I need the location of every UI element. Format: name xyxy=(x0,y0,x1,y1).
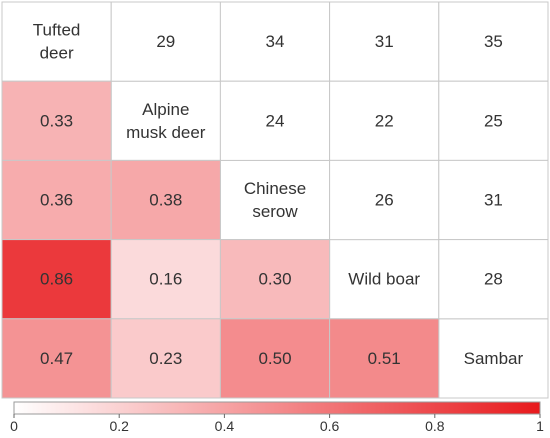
upper-cell-r0c1-label: 29 xyxy=(156,32,175,51)
lower-cell-r2c0-label: 0.36 xyxy=(40,191,73,210)
lower-cell-r2c0-rect xyxy=(1,159,112,241)
lower-cell-r4c2-rect xyxy=(219,318,331,399)
lower-cell-r3c1-rect xyxy=(110,239,221,320)
colorbar-tick-label: 0.2 xyxy=(109,418,129,434)
lower-cell-r3c1: 0.16 xyxy=(110,239,221,320)
upper-cell-r0c3-label: 31 xyxy=(375,32,394,51)
colorbar-tick-label: 0.6 xyxy=(320,418,340,434)
diagonal-cell-chinese-serow-label: serow xyxy=(252,202,298,221)
colorbar-gradient xyxy=(13,401,541,415)
upper-cell-r0c4-rect xyxy=(438,1,549,82)
upper-cell-r1c4-label: 25 xyxy=(484,111,503,130)
lower-cell-r2c1-rect xyxy=(110,159,221,241)
lower-cell-r3c2-rect xyxy=(219,239,331,320)
upper-cell-r1c2-label: 24 xyxy=(266,111,285,130)
upper-cell-r2c3-label: 26 xyxy=(375,191,394,210)
upper-cell-r0c3-rect xyxy=(329,1,440,82)
upper-cell-r3c4-rect xyxy=(438,239,549,320)
upper-cell-r0c4-label: 35 xyxy=(484,32,503,51)
upper-cell-r0c2: 34 xyxy=(219,1,331,82)
upper-cell-r0c3: 31 xyxy=(329,1,440,82)
upper-cell-r2c3: 26 xyxy=(329,159,440,241)
diagonal-cell-tufted-deer-label: deer xyxy=(40,44,74,63)
colorbar: 0 0.2 0.4 0.6 0.8 1 xyxy=(10,401,544,434)
upper-cell-r1c3-rect xyxy=(329,80,440,161)
upper-cell-r1c2-rect xyxy=(219,80,331,161)
upper-cell-r1c3-label: 22 xyxy=(375,111,394,130)
lower-cell-r3c0-rect xyxy=(1,239,112,320)
lower-cell-r1c0-rect xyxy=(1,80,112,161)
lower-cell-r1c0: 0.33 xyxy=(1,80,112,161)
lower-cell-r4c3-rect xyxy=(329,318,440,399)
lower-cell-r4c2-label: 0.50 xyxy=(258,349,291,368)
lower-cell-r3c0: 0.86 xyxy=(1,239,112,320)
diagonal-cell-alpine-musk-deer-rect xyxy=(110,80,221,161)
colorbar-tick-label: 1 xyxy=(536,418,544,434)
lower-cell-r2c0: 0.36 xyxy=(1,159,112,241)
lower-cell-r4c0-rect xyxy=(1,318,112,399)
diagonal-cell-wild-boar-label: Wild boar xyxy=(348,270,420,289)
diagonal-cell-sambar: Sambar xyxy=(438,318,549,399)
lower-cell-r1c0-label: 0.33 xyxy=(40,111,73,130)
lower-cell-r4c1-label: 0.23 xyxy=(149,349,182,368)
lower-cell-r4c0: 0.47 xyxy=(1,318,112,399)
diagonal-cell-sambar-label: Sambar xyxy=(464,349,524,368)
upper-cell-r0c4: 35 xyxy=(438,1,549,82)
upper-cell-r1c2: 24 xyxy=(219,80,331,161)
lower-cell-r3c1-label: 0.16 xyxy=(149,270,182,289)
diagonal-cell-chinese-serow: Chinese serow xyxy=(219,159,331,241)
colorbar-tick-label: 0.4 xyxy=(215,418,235,434)
lower-cell-r3c2-label: 0.30 xyxy=(258,270,291,289)
lower-cell-r3c0-label: 0.86 xyxy=(40,270,73,289)
upper-cell-r3c4-label: 28 xyxy=(484,270,503,289)
diagonal-cell-tufted-deer-label: Tufted xyxy=(33,21,81,40)
diagonal-cell-wild-boar-rect xyxy=(329,239,440,320)
diagonal-cell-wild-boar: Wild boar xyxy=(329,239,440,320)
colorbar-tick-label: 0 xyxy=(10,418,18,434)
lower-cell-r4c1-rect xyxy=(110,318,221,399)
diagonal-cell-alpine-musk-deer-label: musk deer xyxy=(126,123,206,142)
lower-cell-r3c2: 0.30 xyxy=(219,239,331,320)
lower-cell-r4c3: 0.51 xyxy=(329,318,440,399)
upper-cell-r1c4: 25 xyxy=(438,80,549,161)
diagonal-cell-tufted-deer-rect xyxy=(1,1,112,82)
diagonal-cell-alpine-musk-deer: Alpine musk deer xyxy=(110,80,221,161)
lower-cell-r4c1: 0.23 xyxy=(110,318,221,399)
heatmap-cells: Tufted deer Alpine musk deer Chinese serow Wil… xyxy=(1,1,549,399)
lower-cell-r4c0-label: 0.47 xyxy=(40,349,73,368)
upper-cell-r1c3: 22 xyxy=(329,80,440,161)
diagonal-cell-alpine-musk-deer-label: Alpine xyxy=(142,100,189,119)
upper-cell-r2c4-label: 31 xyxy=(484,191,503,210)
upper-cell-r0c2-rect xyxy=(219,1,331,82)
lower-cell-r2c1: 0.38 xyxy=(110,159,221,241)
upper-cell-r0c1: 29 xyxy=(110,1,221,82)
upper-cell-r2c4-rect xyxy=(438,159,549,241)
diagonal-cell-tufted-deer: Tufted deer xyxy=(1,1,112,82)
diagonal-cell-chinese-serow-label: Chinese xyxy=(244,179,306,198)
lower-cell-r2c1-label: 0.38 xyxy=(149,191,182,210)
upper-cell-r0c2-label: 34 xyxy=(266,32,285,51)
upper-cell-r2c4: 31 xyxy=(438,159,549,241)
lower-cell-r4c2: 0.50 xyxy=(219,318,331,399)
colorbar-tick-label: 0.8 xyxy=(425,418,445,434)
upper-cell-r0c1-rect xyxy=(110,1,221,82)
lower-cell-r4c3-label: 0.51 xyxy=(368,349,401,368)
diagonal-cell-sambar-rect xyxy=(438,318,549,399)
diagonal-cell-chinese-serow-rect xyxy=(219,159,331,241)
upper-cell-r3c4: 28 xyxy=(438,239,549,320)
upper-cell-r2c3-rect xyxy=(329,159,440,241)
